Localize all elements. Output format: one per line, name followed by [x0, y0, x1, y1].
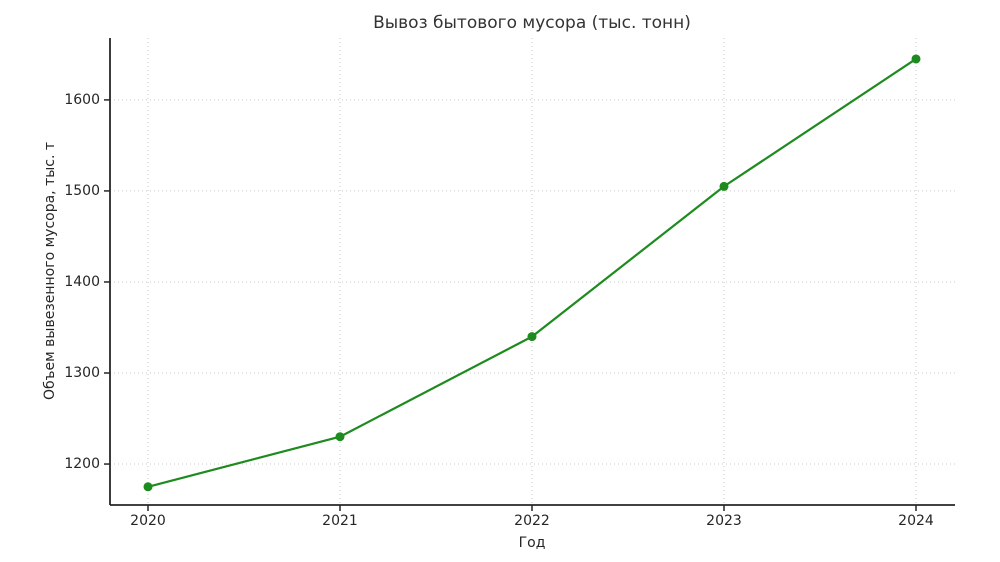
- data-point-2020: [143, 482, 153, 492]
- data-point-2022: [527, 332, 537, 342]
- x-tick-label: 2020: [130, 513, 166, 529]
- gridlines: [110, 38, 955, 505]
- y-tick-label: 1200: [64, 456, 100, 472]
- data-point-2023: [719, 181, 729, 191]
- tick-labels: 1200 1300 1400 1500 1600 2020 2021 2022 2023 2024: [64, 92, 934, 529]
- y-tick-label: 1300: [64, 365, 100, 381]
- y-axis-label: Объем вывезенного мусора, тыс. т: [42, 142, 58, 400]
- y-tick-label: 1400: [64, 274, 100, 290]
- chart-title: Вывоз бытового мусора (тыс. тонн): [373, 13, 691, 33]
- x-axis-label: Год: [519, 535, 546, 551]
- y-tick-label: 1500: [64, 183, 100, 199]
- data-point-2021: [335, 432, 345, 442]
- x-tick-label: 2022: [514, 513, 550, 529]
- data-series: [143, 54, 921, 492]
- x-tick-label: 2023: [706, 513, 742, 529]
- y-tick-label: 1600: [64, 92, 100, 108]
- x-tick-label: 2024: [898, 513, 934, 529]
- axis-ticks: [104, 99, 917, 511]
- data-point-2024: [911, 54, 921, 64]
- x-tick-label: 2021: [322, 513, 358, 529]
